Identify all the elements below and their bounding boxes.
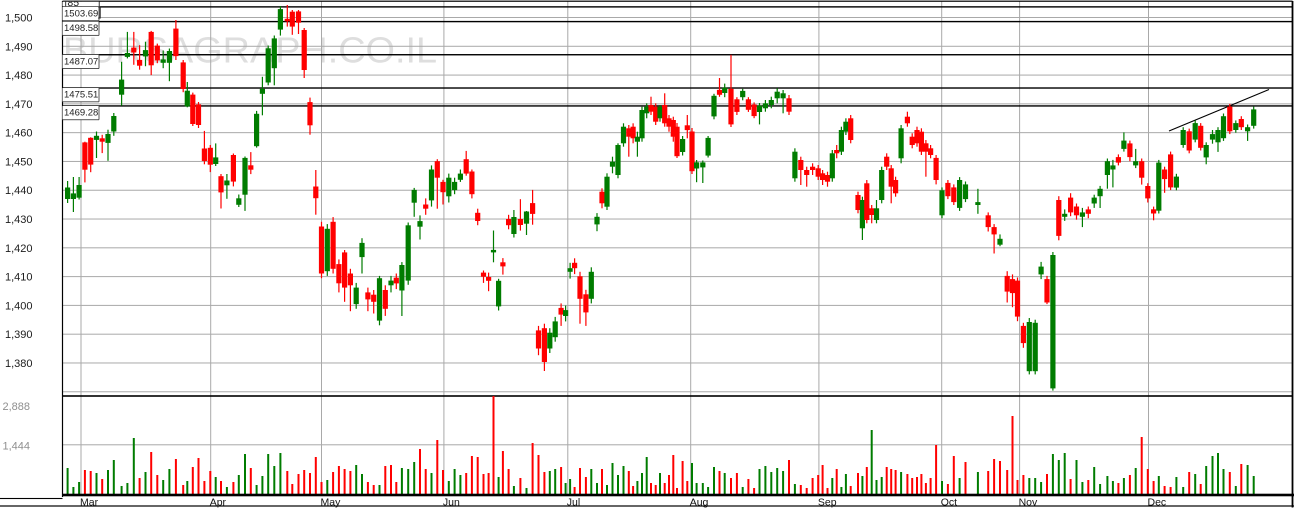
- svg-text:Dec: Dec: [1148, 497, 1167, 509]
- svg-text:Nov: Nov: [1019, 497, 1038, 509]
- svg-text:1,400: 1,400: [5, 300, 33, 312]
- svg-text:1,420: 1,420: [5, 243, 33, 255]
- svg-text:Oct: Oct: [941, 497, 957, 509]
- svg-text:1,460: 1,460: [5, 128, 33, 140]
- svg-text:1487.07: 1487.07: [64, 56, 98, 67]
- svg-text:1469.28: 1469.28: [64, 108, 98, 119]
- svg-text:1503.69: 1503.69: [64, 8, 98, 19]
- svg-text:1,410: 1,410: [5, 272, 33, 284]
- svg-text:BURSAGRAPH.CO.IL: BURSAGRAPH.CO.IL: [63, 30, 437, 71]
- svg-text:1,470: 1,470: [5, 99, 33, 111]
- svg-text:1,390: 1,390: [5, 329, 33, 341]
- svg-text:1,444: 1,444: [3, 440, 31, 452]
- svg-text:Jul: Jul: [567, 497, 580, 509]
- svg-text:Mar: Mar: [80, 497, 99, 509]
- svg-text:1,380: 1,380: [5, 358, 33, 370]
- svg-text:1,440: 1,440: [5, 185, 33, 197]
- svg-text:Sep: Sep: [818, 497, 837, 509]
- svg-text:May: May: [321, 497, 342, 509]
- svg-text:1,450: 1,450: [5, 156, 33, 168]
- svg-text:1,430: 1,430: [5, 214, 33, 226]
- svg-text:1498.58: 1498.58: [64, 23, 98, 34]
- svg-text:Jun: Jun: [443, 497, 460, 509]
- svg-text:Apr: Apr: [210, 497, 227, 509]
- svg-text:1,480: 1,480: [5, 70, 33, 82]
- svg-text:1,490: 1,490: [5, 41, 33, 53]
- svg-text:Aug: Aug: [690, 497, 709, 509]
- svg-text:2,888: 2,888: [3, 401, 31, 413]
- svg-text:1475.51: 1475.51: [64, 90, 98, 101]
- svg-text:1,500: 1,500: [5, 13, 33, 25]
